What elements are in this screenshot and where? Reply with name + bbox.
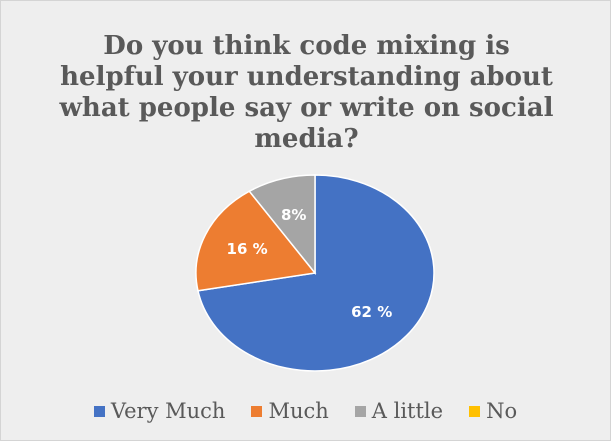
data-label-a-little: 8% xyxy=(281,206,306,224)
legend-item-no: No xyxy=(469,399,517,423)
legend-swatch-much xyxy=(251,405,263,417)
legend-label-very-much: Very Much xyxy=(110,399,226,423)
legend-label-a-little: A little xyxy=(371,399,444,423)
chart-title-line-1: Do you think code mixing is xyxy=(103,31,510,61)
legend-swatch-very-much xyxy=(93,405,105,417)
legend-item-much: Much xyxy=(251,399,329,423)
pie-slices xyxy=(195,174,435,372)
pie-slice-much xyxy=(195,190,317,292)
legend-label-much: Much xyxy=(268,399,329,423)
pie-data-labels: 62 % 16 % 8% xyxy=(227,206,393,321)
legend-item-a-little: A little xyxy=(354,399,444,423)
data-label-much: 16 % xyxy=(227,240,268,258)
data-label-very-much: 62 % xyxy=(351,303,392,321)
chart-title-line-3: what people say or write on social xyxy=(59,93,554,123)
legend-item-very-much: Very Much xyxy=(93,399,226,423)
legend-swatch-no xyxy=(469,405,481,417)
chart-title: Do you think code mixing is helpful your… xyxy=(41,31,572,155)
chart-title-line-2: helpful your understanding about xyxy=(60,62,553,92)
legend: Very Much Much A little No xyxy=(0,396,611,426)
legend-swatch-a-little xyxy=(354,405,366,417)
legend-label-no: No xyxy=(486,399,518,423)
pie-slice-a-little xyxy=(248,174,316,276)
chart-title-line-4: media? xyxy=(254,124,359,154)
pie-slice-very-much xyxy=(197,174,435,372)
